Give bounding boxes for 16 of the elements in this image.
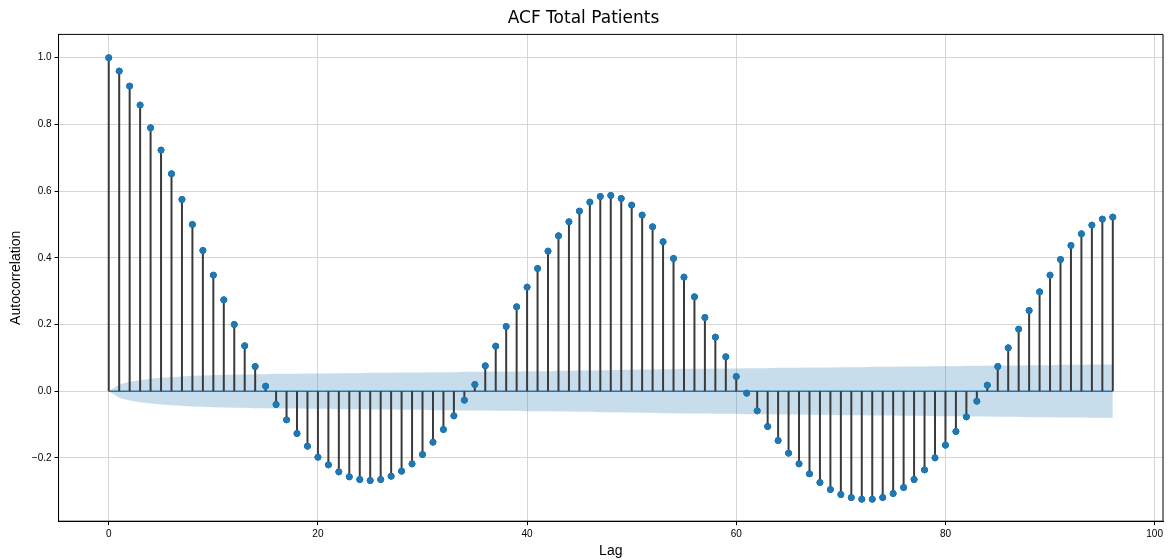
y-tick-label: 1.0 bbox=[37, 51, 52, 63]
y-axis-title: Autocorrelation bbox=[7, 230, 24, 325]
x-tick-label: 60 bbox=[730, 527, 743, 539]
x-tick-label: 80 bbox=[939, 527, 952, 539]
y-tick-label: 0.4 bbox=[37, 251, 52, 263]
y-tick-label: 0.8 bbox=[37, 118, 52, 130]
chart-title: ACF Total Patients bbox=[507, 6, 660, 27]
x-tick-label: 20 bbox=[312, 527, 324, 539]
x-axis-title: Lag bbox=[599, 542, 623, 559]
y-tick-label: −0.2 bbox=[31, 451, 52, 463]
y-tick-label: 0.0 bbox=[37, 384, 52, 396]
y-tick-label: 0.2 bbox=[37, 318, 52, 330]
y-tick-label: 0.6 bbox=[37, 184, 52, 196]
x-tick-label: 100 bbox=[1146, 527, 1164, 539]
x-tick-label: 0 bbox=[105, 527, 112, 539]
x-tick-label: 40 bbox=[521, 527, 534, 539]
